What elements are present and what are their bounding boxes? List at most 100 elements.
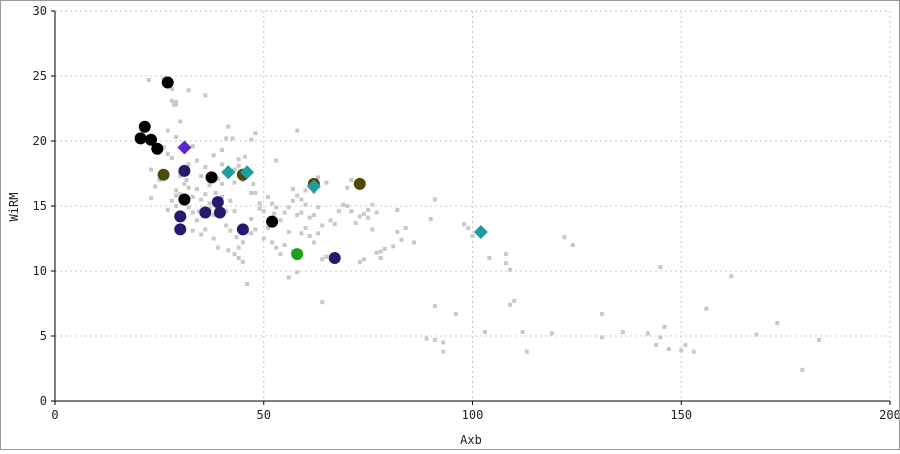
data-point-square <box>203 192 208 197</box>
data-point-square <box>165 207 170 212</box>
data-point-square <box>190 194 195 199</box>
data-point-square <box>203 227 208 232</box>
data-point-square <box>662 324 667 329</box>
data-point-circle <box>266 215 279 228</box>
data-point-square <box>549 331 554 336</box>
data-point-circle <box>174 223 187 236</box>
data-point-square <box>428 217 433 221</box>
data-point-square <box>336 209 341 214</box>
data-point-square <box>353 220 358 225</box>
data-point-square <box>197 209 202 214</box>
data-point-square <box>190 210 195 215</box>
data-point-square <box>249 137 254 142</box>
data-point-square <box>290 187 295 192</box>
data-point-square <box>341 202 346 207</box>
data-point-diamond <box>177 140 192 155</box>
data-point-square <box>679 348 684 353</box>
data-point-square <box>307 215 312 220</box>
data-point-square <box>213 191 218 195</box>
data-point-square <box>295 128 300 133</box>
data-point-square <box>683 343 688 348</box>
data-point-circle <box>205 171 218 184</box>
data-point-square <box>270 240 275 245</box>
data-point-square <box>775 321 780 325</box>
data-point-square <box>174 135 179 140</box>
data-point-square <box>184 178 189 182</box>
data-point-square <box>299 210 304 215</box>
data-point-square <box>295 270 300 275</box>
x-axis-label: Axb <box>460 433 482 447</box>
data-point-circle <box>134 132 147 145</box>
y-tick-label: 10 <box>33 264 47 278</box>
data-point-square <box>345 204 350 208</box>
data-point-square <box>253 191 258 195</box>
data-point-square <box>261 236 266 241</box>
data-point-circle <box>213 206 226 219</box>
data-point-square <box>251 181 256 186</box>
data-point-square <box>240 240 245 245</box>
data-point-square <box>257 201 262 206</box>
data-point-circle <box>178 164 191 177</box>
data-point-square <box>253 131 258 136</box>
data-point-square <box>658 335 663 340</box>
data-point-square <box>224 136 229 141</box>
data-point-square <box>311 213 316 218</box>
data-point-square <box>503 252 508 257</box>
data-point-square <box>220 194 224 199</box>
data-point-square <box>620 330 625 335</box>
data-point-square <box>403 226 408 231</box>
data-point-square <box>570 243 575 247</box>
data-point-square <box>286 205 291 210</box>
data-point-square <box>157 178 162 182</box>
data-point-square <box>215 245 220 250</box>
data-point-square <box>211 153 216 158</box>
points-layer <box>134 76 822 372</box>
data-point-square <box>228 228 233 233</box>
data-point-square <box>278 218 283 223</box>
data-point-square <box>316 231 321 236</box>
data-point-square <box>395 207 400 212</box>
data-point-square <box>295 193 300 198</box>
data-point-square <box>378 249 383 254</box>
data-point-square <box>249 231 254 236</box>
data-point-square <box>441 340 446 345</box>
data-point-square <box>520 330 525 335</box>
data-point-square <box>399 237 404 242</box>
data-point-square <box>211 236 216 241</box>
data-point-square <box>374 210 379 215</box>
data-point-square <box>599 311 604 316</box>
data-point-square <box>366 207 371 212</box>
data-point-square <box>240 259 245 264</box>
y-tick-label: 0 <box>40 394 47 408</box>
data-point-square <box>357 259 362 264</box>
data-point-square <box>366 215 371 220</box>
data-point-square <box>161 145 166 150</box>
data-point-square <box>307 233 312 238</box>
data-point-square <box>232 167 237 172</box>
data-point-square <box>324 180 329 185</box>
data-point-square <box>395 230 400 234</box>
data-point-square <box>691 349 696 354</box>
data-point-square <box>295 213 300 218</box>
data-point-square <box>274 245 279 250</box>
data-point-square <box>149 196 154 201</box>
data-point-square <box>817 337 822 342</box>
data-point-square <box>211 213 216 218</box>
data-point-square <box>220 148 224 153</box>
data-point-diamond <box>221 165 236 180</box>
data-point-square <box>441 349 446 354</box>
data-point-square <box>704 306 709 311</box>
data-point-square <box>282 243 287 247</box>
x-tick-label: 100 <box>462 408 484 422</box>
tick-layer: 0 50 100 150 200 0 5 10 15 20 25 30 <box>33 4 900 422</box>
data-point-circle <box>211 196 224 209</box>
data-point-square <box>249 191 254 195</box>
data-point-square <box>236 163 241 168</box>
data-point-square <box>357 214 362 219</box>
data-point-circle <box>174 210 187 223</box>
data-point-square <box>729 274 734 279</box>
data-point-circle <box>236 223 249 236</box>
data-point-square <box>328 218 333 223</box>
data-point-square <box>257 206 262 211</box>
